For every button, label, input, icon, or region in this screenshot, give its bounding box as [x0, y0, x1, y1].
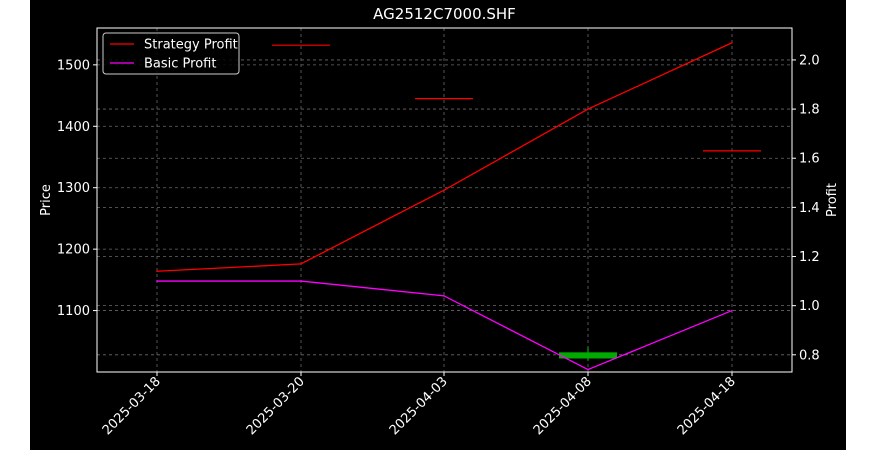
y-right-tick-label: 2.0 — [799, 53, 820, 68]
series-line-strategy-profit — [156, 42, 733, 272]
x-tick-label: 2025-03-18 — [100, 374, 164, 438]
x-tick-label: 2025-04-18 — [675, 374, 739, 438]
y-right-tick-label: 1.8 — [799, 103, 820, 118]
y-left-tick-label: 1400 — [57, 120, 90, 135]
y-left-tick-label: 1500 — [57, 58, 90, 73]
chart-figure: 1100 1200 1300 1400 1500 0.8 1.0 1.2 1.4 1.6 1.8 2.… — [30, 0, 846, 450]
y-left-tick-label: 1100 — [57, 304, 90, 319]
y-right-axis-label: Profit — [825, 183, 840, 217]
series-point — [443, 189, 445, 191]
legend-entry: Strategy Profit — [144, 38, 238, 53]
series-point — [731, 309, 733, 312]
chart-title: AG2512C7000.SHF — [373, 5, 516, 23]
x-tick-label: 2025-03-20 — [244, 374, 308, 438]
y-right-tick-label: 1.6 — [799, 152, 820, 167]
series-point — [731, 41, 733, 44]
plot-frame — [96, 27, 793, 373]
series-point — [300, 263, 302, 265]
series-line-basic-profit — [157, 280, 733, 371]
series-point — [156, 270, 158, 273]
x-tick-label: 2025-04-03 — [387, 374, 451, 438]
y-right-tick-label: 0.8 — [799, 348, 820, 363]
chart-svg: 1100 1200 1300 1400 1500 0.8 1.0 1.2 1.4 1.6 1.8 2.… — [39, 5, 840, 438]
series-point — [587, 108, 589, 110]
series-point — [587, 368, 589, 371]
series-point — [156, 280, 158, 282]
legend-entry: Basic Profit — [144, 57, 216, 72]
legend-box — [102, 32, 240, 75]
series-point — [300, 280, 302, 282]
y-right-tick-label: 1.2 — [799, 250, 820, 265]
y-right-tick-label: 1.0 — [799, 299, 820, 314]
y-left-tick-label: 1200 — [57, 243, 90, 258]
series-point — [443, 295, 445, 297]
y-left-axis-label: Price — [39, 184, 54, 216]
y-right-tick-label: 1.4 — [799, 201, 820, 216]
x-tick-label: 2025-04-08 — [531, 374, 595, 438]
y-left-tick-label: 1300 — [57, 181, 90, 196]
